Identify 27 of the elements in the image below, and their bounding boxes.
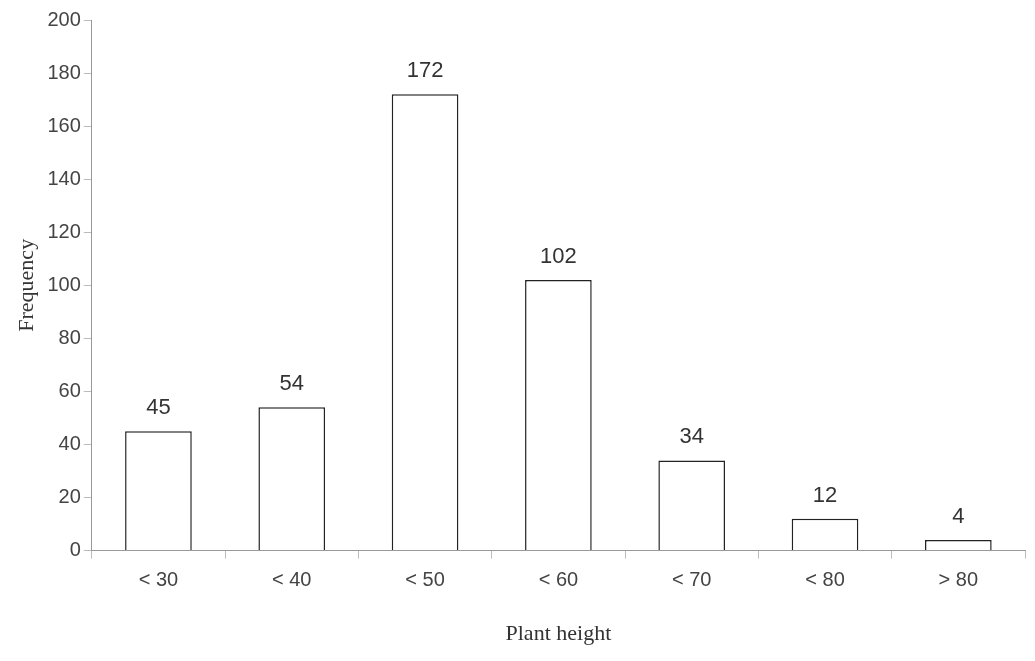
data-label: 45 [146, 394, 171, 420]
data-label: 34 [679, 423, 704, 449]
y-tick-label: 180 [47, 60, 81, 83]
y-tick-label: 0 [69, 538, 81, 561]
y-tick-label: 20 [58, 485, 81, 508]
y-tick-label: 100 [47, 272, 81, 295]
data-label: 12 [812, 481, 838, 507]
data-label: 172 [406, 57, 444, 83]
data-label: 102 [540, 243, 577, 269]
y-tick-label: 200 [47, 7, 81, 30]
x-tick-label: < 50 [405, 568, 445, 591]
y-tick-label: 160 [47, 113, 81, 136]
y-tick-label: 140 [47, 166, 81, 189]
y-tick-label: 120 [47, 219, 81, 242]
data-label: 54 [279, 370, 304, 396]
x-tick-label: < 70 [671, 568, 712, 591]
x-axis-title: Plant height [505, 619, 612, 645]
y-tick-label: 60 [58, 378, 81, 401]
y-axis-title: Frequency [12, 238, 38, 332]
x-tick-label: > 80 [938, 568, 979, 591]
y-tick-label: 80 [58, 325, 81, 348]
x-tick-label: < 60 [538, 568, 579, 591]
x-tick-label: < 40 [272, 568, 312, 591]
data-label: 4 [952, 503, 965, 529]
y-tick-label: 40 [58, 432, 81, 454]
x-tick-label: < 30 [138, 568, 179, 591]
x-tick-label: < 80 [805, 568, 845, 591]
